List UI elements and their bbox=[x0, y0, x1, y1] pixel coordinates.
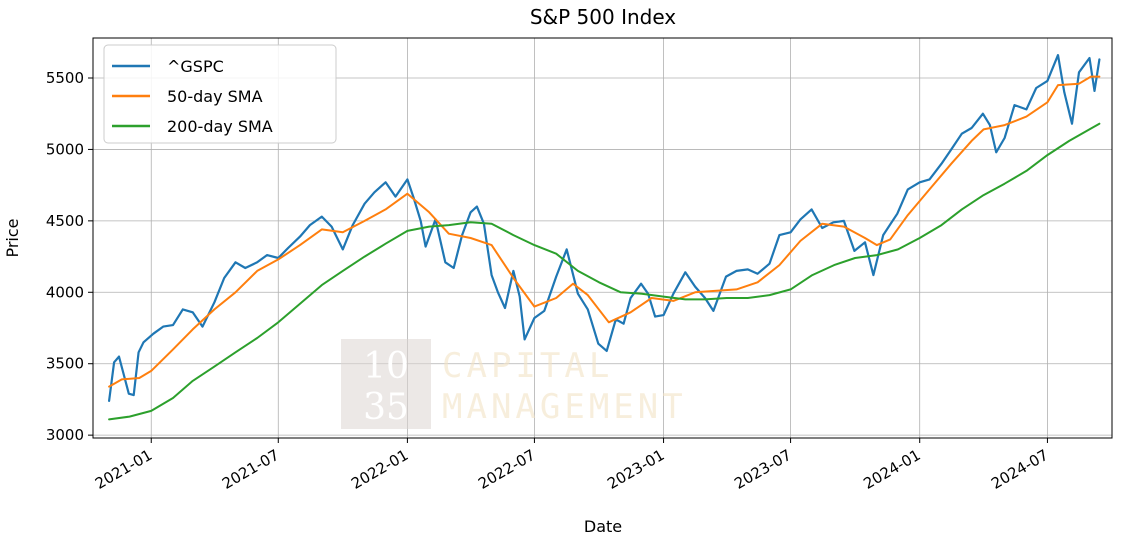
x-tick-label: 2021-07 bbox=[219, 446, 282, 493]
watermark-word-management: MANAGEMENT bbox=[442, 387, 687, 427]
series-line-3 bbox=[108, 122, 1101, 421]
watermark-number-bottom: 35 bbox=[363, 387, 409, 428]
grid bbox=[93, 38, 1112, 438]
y-tick-label: 4000 bbox=[46, 283, 84, 301]
x-tick-label: 2024-07 bbox=[988, 446, 1051, 493]
y-tick-label: 5000 bbox=[46, 140, 84, 158]
x-axis-label: Date bbox=[584, 517, 622, 536]
y-tick-label: 5500 bbox=[46, 69, 84, 87]
y-axis-ticks: 3000 3500 4000 4500 5000 5500 bbox=[46, 69, 93, 444]
y-tick-label: 3000 bbox=[46, 426, 84, 444]
y-tick-label: 4500 bbox=[46, 212, 84, 230]
legend-box bbox=[103, 44, 337, 144]
legend-label: 200-day SMA bbox=[167, 117, 273, 136]
legend: ^GSPC 50-day SMA 200-day SMA bbox=[103, 44, 337, 144]
plot-border bbox=[92, 37, 1113, 439]
y-tick-label: 3500 bbox=[46, 355, 84, 373]
watermark-logo: 10 35 CAPITAL MANAGEMENT bbox=[341, 339, 687, 429]
chart-title: S&P 500 Index bbox=[530, 5, 676, 29]
series-line-2 bbox=[108, 75, 1101, 388]
legend-label: ^GSPC bbox=[167, 57, 224, 76]
x-tick-label: 2023-07 bbox=[731, 446, 794, 493]
x-tick-label: 2021-01 bbox=[92, 446, 155, 493]
y-axis-label: Price bbox=[3, 218, 22, 257]
watermark-number-top: 10 bbox=[363, 346, 409, 387]
x-tick-label: 2024-01 bbox=[860, 446, 923, 493]
x-tick-label: 2022-01 bbox=[348, 446, 411, 493]
x-axis-ticks: 2021-01 2021-07 2022-01 2022-07 2023-01 2023-… bbox=[92, 438, 1051, 493]
legend-label: 50-day SMA bbox=[167, 87, 263, 106]
series-line-1 bbox=[108, 54, 1101, 402]
x-tick-label: 2023-01 bbox=[604, 446, 667, 493]
x-tick-label: 2022-07 bbox=[475, 446, 538, 493]
watermark-word-capital: CAPITAL bbox=[442, 346, 613, 386]
series-lines bbox=[108, 54, 1101, 421]
watermark-box bbox=[341, 339, 431, 429]
